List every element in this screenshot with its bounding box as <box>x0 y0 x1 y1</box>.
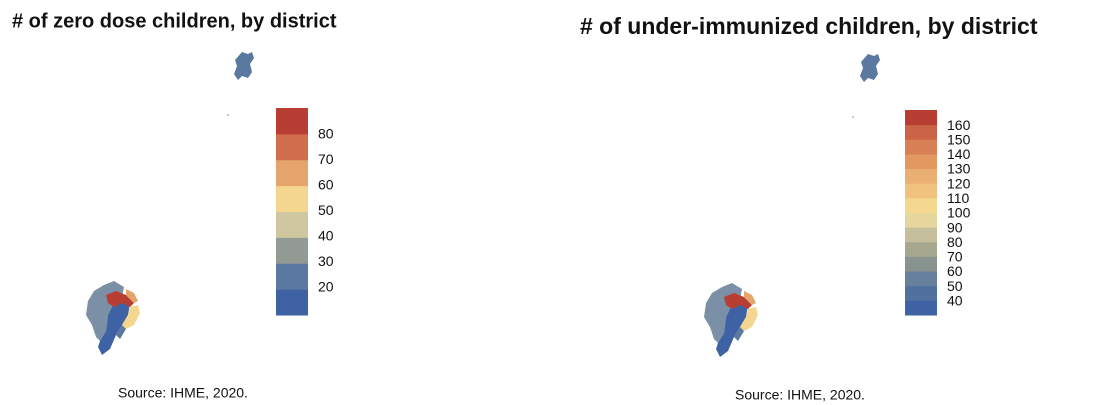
legend-swatch <box>905 139 937 155</box>
legend-swatch <box>276 159 308 187</box>
legend-swatch <box>905 110 937 126</box>
legend-swatch <box>905 256 937 272</box>
legend-swatch <box>905 241 937 257</box>
legend-swatch <box>276 211 308 238</box>
legend-swatch <box>276 133 308 161</box>
legend-swatch <box>905 197 937 213</box>
legend-swatch <box>905 227 937 243</box>
title: # of under-immunized children, by distri… <box>580 13 1038 39</box>
source: Source: IHME, 2020. <box>735 387 865 403</box>
source: Source: IHME, 2020. <box>118 385 248 401</box>
legend-swatch <box>905 271 937 287</box>
legend-label: 160 <box>947 117 971 133</box>
legend-swatch <box>905 168 937 184</box>
legend-label: 20 <box>318 279 334 295</box>
legend-label: 130 <box>947 161 971 177</box>
island-principe <box>234 52 254 80</box>
legend-label: 80 <box>318 126 334 142</box>
legend-label: 70 <box>947 249 963 265</box>
legend-swatch <box>905 212 937 228</box>
island-sao-tome <box>86 281 140 355</box>
legend-label: 40 <box>318 228 334 244</box>
island-principe <box>860 54 880 82</box>
legend-swatch <box>276 289 308 316</box>
islet <box>227 114 229 116</box>
legend-label: 110 <box>947 190 970 206</box>
legend-label: 150 <box>947 131 971 147</box>
legend-label: 60 <box>947 263 963 279</box>
island-sao-tome <box>704 283 758 357</box>
legend-label: 30 <box>318 253 334 269</box>
legend-swatch <box>276 263 308 290</box>
legend-swatch <box>905 153 937 170</box>
islet <box>852 116 854 118</box>
legend-label: 40 <box>947 293 963 309</box>
legend-swatch <box>905 183 937 199</box>
legend-swatch <box>276 237 308 264</box>
legend-swatch <box>276 185 308 212</box>
legend-label: 70 <box>318 151 334 167</box>
legend-label: 140 <box>947 146 971 162</box>
legend-label: 100 <box>947 205 971 221</box>
title: # of zero dose children, by district <box>12 10 337 32</box>
legend-label: 50 <box>318 202 334 218</box>
map-right <box>704 54 880 357</box>
legend-swatch <box>905 124 937 140</box>
legend-label: 60 <box>318 177 334 193</box>
legend-label: 50 <box>947 278 963 294</box>
legend-label: 120 <box>947 175 971 191</box>
legend-swatch <box>905 285 937 301</box>
legend-swatch <box>905 300 937 316</box>
map-left <box>86 52 254 355</box>
legend-label: 80 <box>947 234 963 250</box>
legend-swatch <box>276 108 308 135</box>
legend-label: 90 <box>947 219 963 235</box>
